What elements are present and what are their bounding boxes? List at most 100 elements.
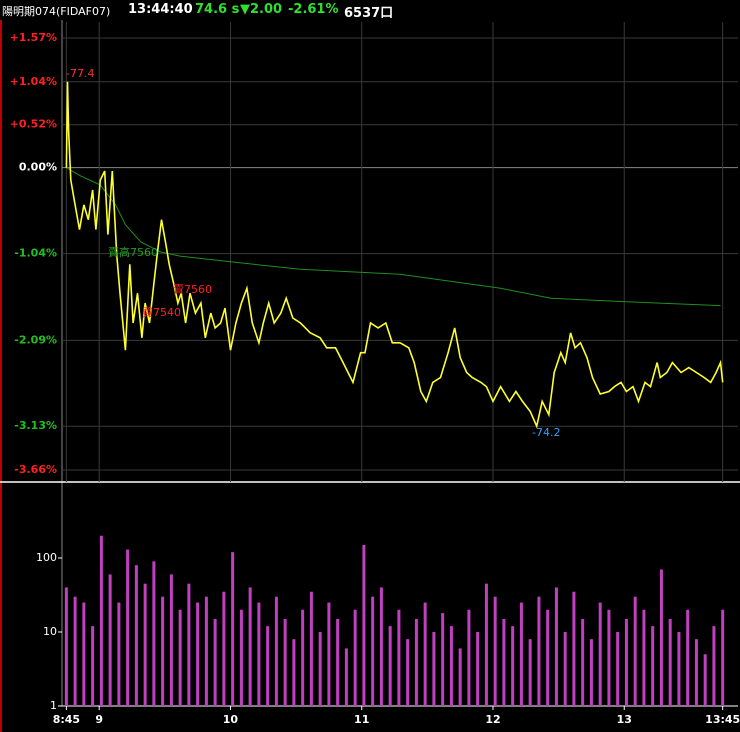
volume-bar bbox=[668, 618, 672, 706]
volume-bar bbox=[493, 596, 497, 706]
y-tick-label: 0.00% bbox=[19, 161, 57, 174]
volume-bar bbox=[686, 609, 690, 706]
volume-bar bbox=[423, 602, 427, 706]
x-tick-label: 9 bbox=[95, 713, 103, 726]
symbol: 陽明期074(FIDAF07) bbox=[2, 5, 111, 18]
volume-bar bbox=[239, 609, 243, 706]
y-tick-label: 10 bbox=[43, 625, 57, 638]
volume-bar bbox=[677, 632, 681, 706]
volume-bar bbox=[502, 618, 506, 706]
volume-bar bbox=[187, 583, 191, 706]
volume-bar bbox=[318, 632, 322, 706]
volume-bar bbox=[134, 565, 138, 706]
y-tick-label: -1.04% bbox=[14, 247, 57, 260]
volume-bar bbox=[327, 602, 331, 706]
line-price bbox=[65, 81, 724, 429]
volume-bar bbox=[73, 596, 77, 706]
volume: 6537口 bbox=[344, 6, 394, 21]
volume-bar bbox=[274, 596, 278, 706]
volume-bar bbox=[537, 596, 541, 706]
volume-bar bbox=[336, 618, 340, 706]
volume-bar bbox=[511, 626, 515, 706]
volume-bar bbox=[309, 591, 313, 706]
x-tick-label: 10 bbox=[223, 713, 239, 726]
volume-bar bbox=[248, 587, 252, 706]
y-tick-label: 1 bbox=[50, 699, 57, 712]
x-tick-label: 8:45 bbox=[53, 713, 80, 726]
volume-bar bbox=[126, 549, 130, 706]
volume-bar bbox=[694, 639, 698, 706]
volume-bar bbox=[388, 626, 392, 706]
volume-bar bbox=[659, 569, 663, 706]
volume-bar bbox=[703, 654, 707, 706]
volume-bar bbox=[484, 583, 488, 706]
volume-bar bbox=[117, 602, 121, 706]
volume-bar bbox=[572, 591, 576, 706]
volume-bar bbox=[353, 609, 357, 706]
x-tick-label: 12 bbox=[485, 713, 500, 726]
y-tick-label: +1.57% bbox=[10, 31, 57, 44]
volume-bar bbox=[152, 561, 156, 706]
volume-bar bbox=[651, 626, 655, 706]
volume-bar bbox=[519, 602, 523, 706]
volume-bar bbox=[362, 544, 366, 706]
volume-bar bbox=[99, 535, 103, 706]
volume-bar bbox=[213, 618, 217, 706]
annotation: 賣7560 bbox=[173, 282, 212, 296]
annotation: 賣高7560 bbox=[108, 245, 158, 259]
x-tick-label: 13:45 bbox=[705, 713, 740, 726]
header: 陽明期074(FIDAF07) 13:44:40 74.6 s ▼2.00 -2… bbox=[0, 0, 740, 21]
volume-bar bbox=[624, 618, 628, 706]
volume-bar bbox=[283, 618, 287, 706]
volume-bar bbox=[371, 596, 375, 706]
price: 74.6 s bbox=[195, 2, 240, 17]
volume-bar bbox=[231, 552, 235, 706]
volume-bar bbox=[546, 609, 550, 706]
volume-bar bbox=[292, 639, 296, 706]
volume-bar bbox=[379, 587, 383, 706]
y-tick-label: -3.13% bbox=[14, 419, 57, 432]
volume-bar bbox=[108, 574, 112, 706]
volume-bar bbox=[178, 609, 182, 706]
volume-bar bbox=[467, 609, 471, 706]
volume-bar bbox=[616, 632, 620, 706]
y-tick-label: +1.04% bbox=[10, 75, 57, 88]
left-border bbox=[0, 20, 2, 732]
volume-bar bbox=[222, 591, 226, 706]
volume-bar bbox=[406, 639, 410, 706]
volume-bar bbox=[712, 626, 716, 706]
change: ▼2.00 bbox=[240, 2, 283, 17]
volume-bar bbox=[458, 648, 462, 706]
y-tick-label: -2.09% bbox=[14, 333, 57, 346]
x-tick-label: 11 bbox=[354, 713, 369, 726]
y-tick-label: -3.66% bbox=[14, 463, 57, 476]
volume-bar bbox=[204, 596, 208, 706]
volume-bar bbox=[449, 626, 453, 706]
volume-bar bbox=[581, 618, 585, 706]
volume-bar bbox=[64, 587, 68, 706]
volume-bar bbox=[301, 609, 305, 706]
annotation: 買7540 bbox=[142, 306, 181, 319]
volume-bar bbox=[476, 632, 480, 706]
volume-bar bbox=[344, 648, 348, 706]
volume-bar bbox=[91, 626, 95, 706]
volume-bar bbox=[441, 613, 445, 706]
volume-bar bbox=[397, 609, 401, 706]
volume-bar bbox=[721, 609, 725, 706]
change-pct: -2.61% bbox=[288, 2, 339, 17]
time: 13:44:40 bbox=[128, 2, 193, 17]
y-tick-label: 100 bbox=[36, 551, 57, 564]
volume-bar bbox=[528, 639, 532, 706]
volume-bar bbox=[82, 602, 86, 706]
volume-bar bbox=[196, 602, 200, 706]
volume-bar bbox=[161, 596, 165, 706]
volume-bar bbox=[642, 609, 646, 706]
volume-bar bbox=[414, 618, 418, 706]
volume-bar bbox=[563, 632, 567, 706]
annotation: -74.2 bbox=[532, 426, 560, 439]
volume-bar bbox=[143, 583, 147, 706]
y-tick-label: +0.52% bbox=[10, 118, 57, 131]
volume-bar bbox=[633, 596, 637, 706]
